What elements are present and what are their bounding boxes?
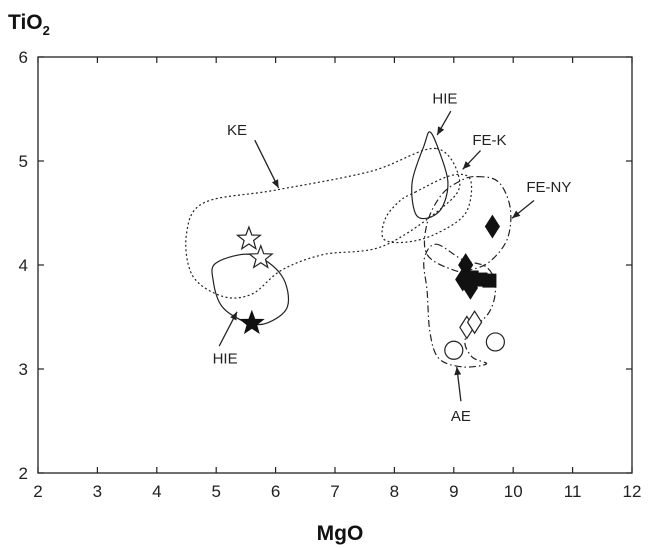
filled-star-marker <box>239 309 265 335</box>
field-outline-solid <box>411 131 449 220</box>
x-tick-label: 9 <box>449 482 458 501</box>
y-tick-label: 4 <box>19 256 28 275</box>
field-outlines <box>185 131 512 368</box>
filled-square-marker <box>482 273 497 288</box>
y-tick-label: 3 <box>19 360 28 379</box>
x-tick-label: 4 <box>152 482 161 501</box>
y-tick-label: 2 <box>19 464 28 483</box>
open-circle-marker <box>485 332 505 352</box>
x-axis-title: MgO <box>317 522 364 545</box>
y-tick-label: 5 <box>19 152 28 171</box>
x-tick-label: 7 <box>330 482 339 501</box>
axis-ticks: 2 3 4 5 6 7 8 9 10 11 12 2 3 4 5 6 <box>19 48 642 501</box>
annotation-label: FE-NY <box>526 179 571 196</box>
annotation-label: FE-K <box>472 132 506 149</box>
open-star-marker <box>247 243 274 269</box>
annotation-label: HIE <box>432 91 457 108</box>
annotation-arrow-line <box>254 139 280 189</box>
x-tick-label: 6 <box>271 482 280 501</box>
annotation-label: AE <box>451 408 471 425</box>
annotation-arrowhead <box>462 161 471 170</box>
open-star-marker <box>235 225 262 251</box>
annotation-arrowhead <box>230 311 237 321</box>
annotation-label: HIE <box>213 351 238 368</box>
open-circle-marker <box>444 340 464 360</box>
field-outline-dotted <box>381 173 473 244</box>
data-points <box>235 214 505 360</box>
annotation-label: KE <box>227 122 247 139</box>
annotation-arrowhead <box>271 179 279 188</box>
y-tick-label: 6 <box>19 48 28 67</box>
open-diamond-marker <box>466 310 483 335</box>
x-tick-label: 12 <box>623 482 642 501</box>
annotation-arrowhead <box>437 126 445 135</box>
x-tick-label: 3 <box>93 482 102 501</box>
x-tick-label: 8 <box>390 482 399 501</box>
filled-diamond-marker <box>484 214 501 239</box>
annotation-arrowhead <box>512 210 521 219</box>
y-axis-title: TiO2 <box>8 11 50 38</box>
annotation-arrowhead <box>454 366 462 376</box>
x-tick-label: 5 <box>211 482 220 501</box>
field-outline-dashdot <box>423 243 497 368</box>
annotations: KE HIE FE-K FE-NY HIE AE <box>213 91 572 425</box>
x-tick-label: 10 <box>504 482 523 501</box>
x-tick-label: 2 <box>33 482 42 501</box>
x-tick-label: 11 <box>564 482 582 501</box>
plot-frame <box>37 56 633 474</box>
field-outline-dotted <box>185 147 461 299</box>
